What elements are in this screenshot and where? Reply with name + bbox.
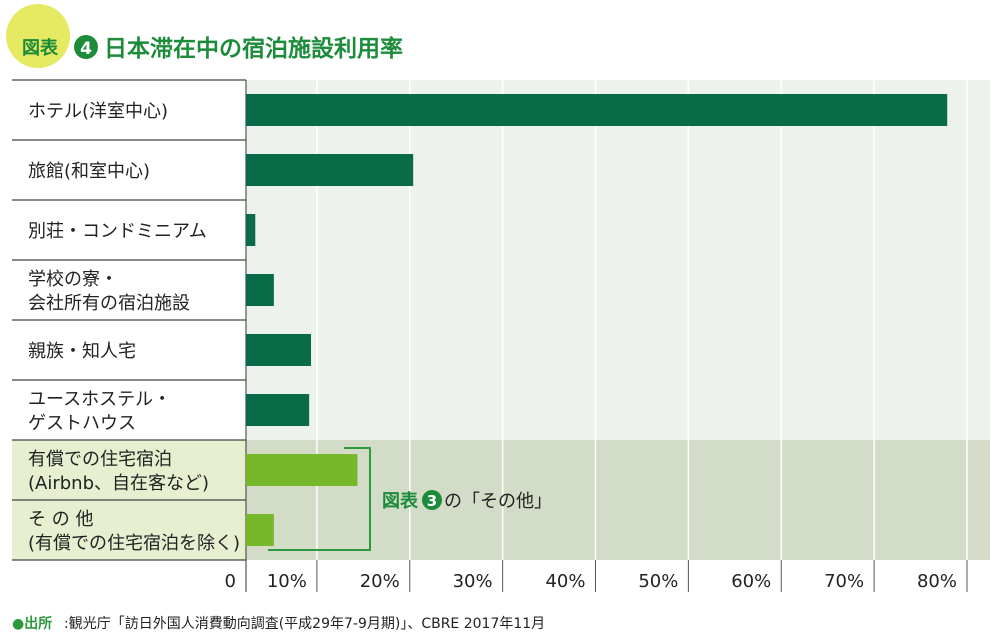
- bars: [246, 94, 948, 546]
- bar: [246, 334, 312, 366]
- x-tick-label: 80%: [917, 571, 957, 592]
- x-tick-label: 50%: [638, 571, 678, 592]
- x-tick-label: 40%: [545, 571, 585, 592]
- annotation: 図表 3 の「その他」: [268, 447, 552, 551]
- bar: [246, 514, 274, 546]
- category-label: ゲストハウス: [28, 413, 136, 434]
- category-label: 学校の寮・: [28, 269, 118, 290]
- highlight-row-label: [12, 440, 246, 500]
- bar: [246, 94, 948, 126]
- tag-circle: [6, 4, 70, 68]
- category-label: 旅館(和室中心): [28, 161, 150, 182]
- x-tick-label: 60%: [731, 571, 771, 592]
- tag-number: 4: [80, 39, 92, 59]
- bracket: [268, 447, 371, 551]
- tag-label: 図表: [22, 37, 59, 59]
- bar: [246, 394, 310, 426]
- x-tick-label: 70%: [824, 571, 864, 592]
- highlight-row-label: [12, 500, 246, 560]
- title-area: 図表 4 日本滞在中の宿泊施設利用率: [6, 4, 403, 68]
- category-label: 親族・知人宅: [28, 341, 136, 362]
- x-tick-label: 10%: [267, 571, 307, 592]
- category-label: ホテル(洋室中心): [28, 101, 168, 122]
- bar: [246, 454, 358, 486]
- x-tick-labels: 0 10% 20% 30% 40% 50% 60% 70% 80%: [225, 571, 957, 592]
- bar: [246, 274, 274, 306]
- annotation-number-circle: [422, 490, 442, 510]
- annotation-number: 3: [427, 492, 437, 510]
- bar: [246, 214, 256, 246]
- category-label: 別荘・コンドミニアム: [28, 221, 207, 242]
- row-separators: [12, 79, 246, 561]
- category-label: ユースホステル・: [28, 389, 171, 410]
- x-tick-label: 30%: [453, 571, 493, 592]
- gridlines: [245, 80, 968, 592]
- x-tick-label: 0: [225, 571, 236, 592]
- bar: [246, 154, 414, 186]
- category-labels: ホテル(洋室中心) 旅館(和室中心) 別荘・コンドミニアム学校の寮・会社所有の宿泊施…: [28, 101, 240, 554]
- category-label: そ の 他: [28, 509, 93, 530]
- category-label: 有償での住宅宿泊: [28, 449, 172, 470]
- x-tick-label: 20%: [360, 571, 400, 592]
- source-text: :観光庁「訪日外国人消費動向調査(平成29年7-9月期)」、CBRE 2017年…: [64, 615, 545, 632]
- category-label: 会社所有の宿泊施設: [28, 293, 190, 314]
- source-label: ●出所: [12, 615, 52, 632]
- tag-number-circle: [74, 35, 98, 59]
- annotation-label: 図表: [382, 490, 419, 512]
- annotation-suffix: の「その他」: [444, 491, 552, 512]
- category-label: (Airbnb、自在客など): [28, 473, 209, 494]
- category-label: (有償での住宅宿泊を除く): [28, 533, 240, 554]
- chart-title: 日本滞在中の宿泊施設利用率: [104, 35, 403, 62]
